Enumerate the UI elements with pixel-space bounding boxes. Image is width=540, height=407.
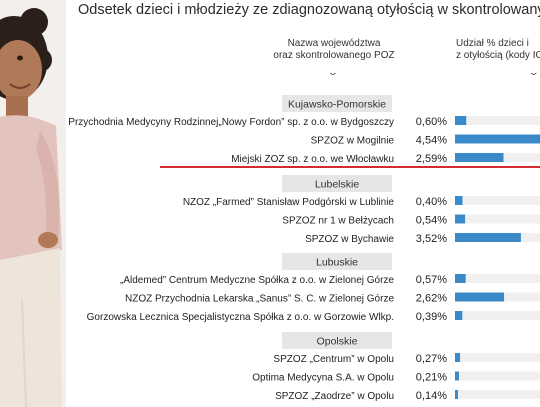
bar [455,292,505,302]
bar-track [455,390,540,399]
row-label: Gorzowska Lecznica Specjalistyczna Spółk… [87,312,394,323]
group-header-bg [282,253,392,270]
row-value: 2,59% [416,153,447,165]
row-label: SPZOZ w Bychawie [305,234,394,245]
row-value: 0,21% [416,372,447,384]
column-header-name-line1: Nazwa województwa [287,38,381,49]
bar-track [455,116,540,125]
row-label: NZOZ „Farmed” Stanisław Podgórski w Lubl… [183,197,395,208]
bar [455,196,463,205]
bar [455,153,504,162]
row-label: SPZOZ w Mogilnie [311,136,395,147]
bar-track [455,274,540,283]
column-header-name-line2: oraz skontrolowanego POZ [273,50,395,61]
bar-track [455,353,540,362]
bar-track [455,311,540,320]
bar [455,214,466,224]
bar [455,311,463,320]
bar [455,353,461,362]
group-header-bg [282,175,392,192]
row-value: 0,14% [416,390,447,402]
sort-chevron-name-icon[interactable]: ⌄ [326,67,339,77]
bar-track [455,196,540,205]
group-header-label: Lubelskie [315,179,360,191]
row-label: Przychodnia Medycyny Rodzinnej„Nowy Ford… [68,117,394,128]
bar [455,134,540,144]
column-header-name: Nazwa województwa oraz skontrolowanego P… [265,38,403,62]
column-header-percent-line1: Udział % dzieci i [456,38,529,49]
row-value: 0,60% [416,116,447,128]
bar [455,390,458,399]
row-label: Optima Medycyna S.A. w Opolu [252,373,394,384]
row-value: 0,39% [416,311,447,323]
row-label: NZOZ Przychodnia Lekarska „Sanus” S. C. … [125,294,394,305]
row-label: „Aldemed” Centrum Medyczne Spółka z o.o.… [120,275,394,286]
row-value: 0,40% [416,196,447,208]
child-photo [0,0,66,407]
row-value: 0,27% [416,353,447,365]
group-header-label: Kujawsko-Pomorskie [288,99,386,111]
bar [455,116,467,125]
bar-track [455,371,540,381]
bar [455,233,521,242]
row-value: 0,57% [416,274,447,286]
child-illustration [0,0,66,407]
group-header-bg [282,95,392,112]
column-header-percent-line2: z otyłością (kody IC [456,50,540,61]
bar [455,274,466,283]
row-value: 4,54% [416,135,447,147]
chart-title: Odsetek dzieci i młodzieży ze zdiagnozow… [78,2,540,18]
row-value: 0,54% [416,215,447,227]
row-label: SPZOZ „Zaodrze” w Opolu [275,391,394,402]
row-value: 3,52% [416,233,447,245]
column-header-percent: Udział % dzieci i z otyłością (kody IC [452,38,540,62]
sort-chevron-percent-icon[interactable]: ⌄ [527,67,540,77]
row-label: Miejski ZOZ sp. z o.o. we Włocławku [231,154,394,165]
row-label: SPZOZ „Centrum” w Opolu [273,354,394,365]
row-label: SPZOZ nr 1 w Bełżycach [282,216,394,227]
group-header-label: Opolskie [317,336,358,348]
row-value: 2,62% [416,293,447,305]
group-header-bg [282,332,392,349]
group-header-label: Lubuskie [316,257,358,269]
bar-track [455,214,540,224]
bar [455,371,459,381]
